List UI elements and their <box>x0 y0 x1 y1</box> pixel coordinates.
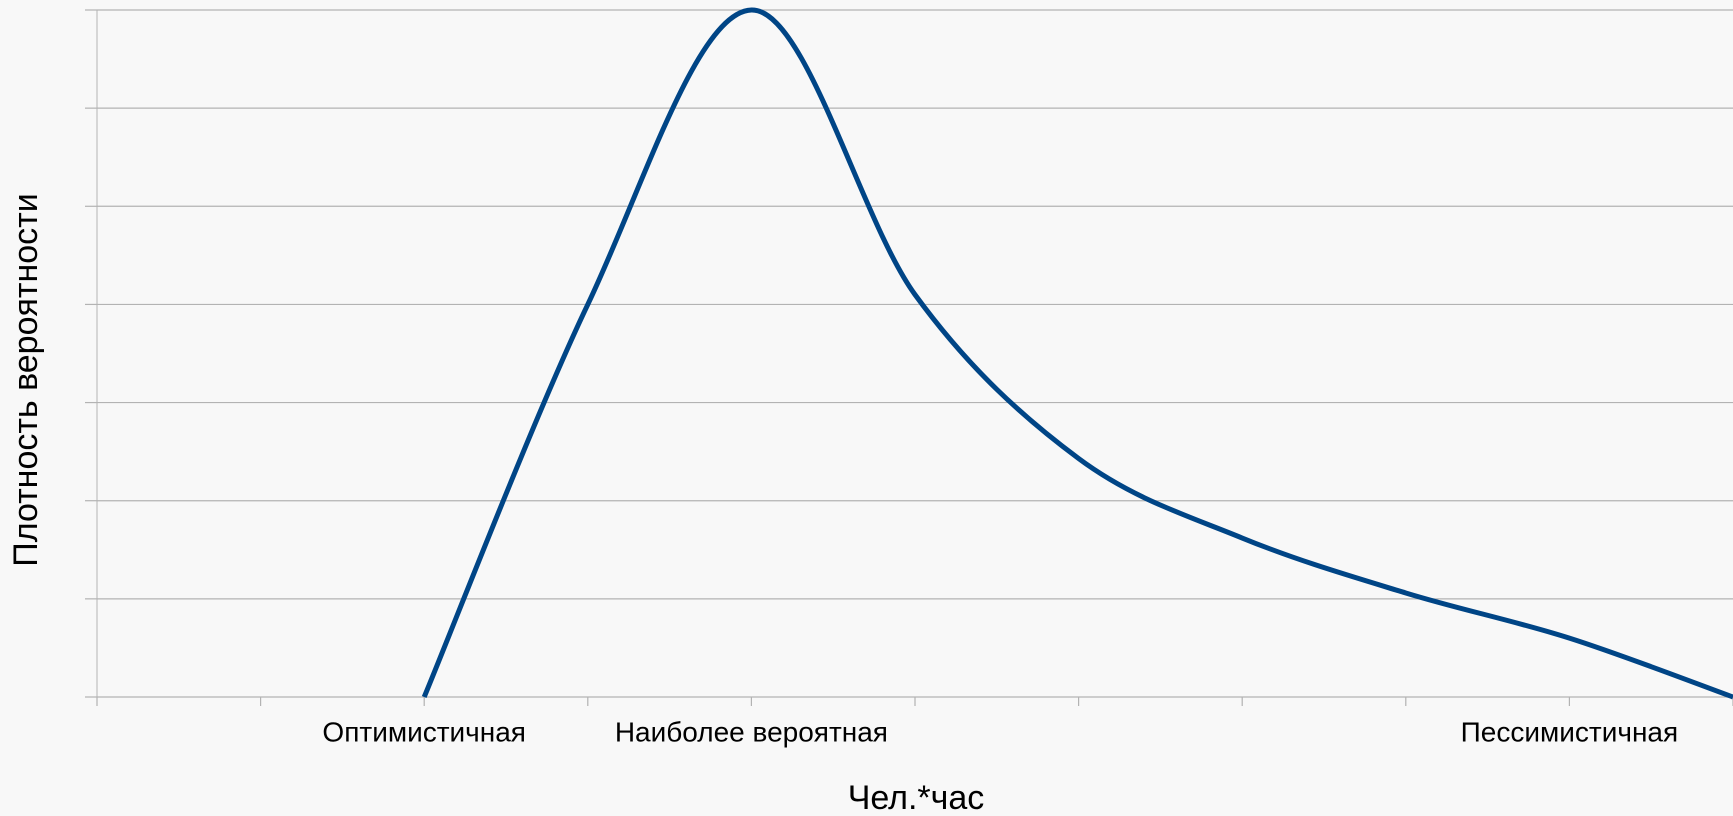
line-series <box>421 7 1733 700</box>
x-tick-label: Пессимистичная <box>1461 716 1678 747</box>
y-axis-title: Плотность вероятности <box>7 193 45 566</box>
x-axis-title: Чел.*час <box>848 779 985 816</box>
x-tick-label: Наиболее вероятная <box>615 716 888 747</box>
x-tick-label: Оптимистичная <box>322 716 526 747</box>
